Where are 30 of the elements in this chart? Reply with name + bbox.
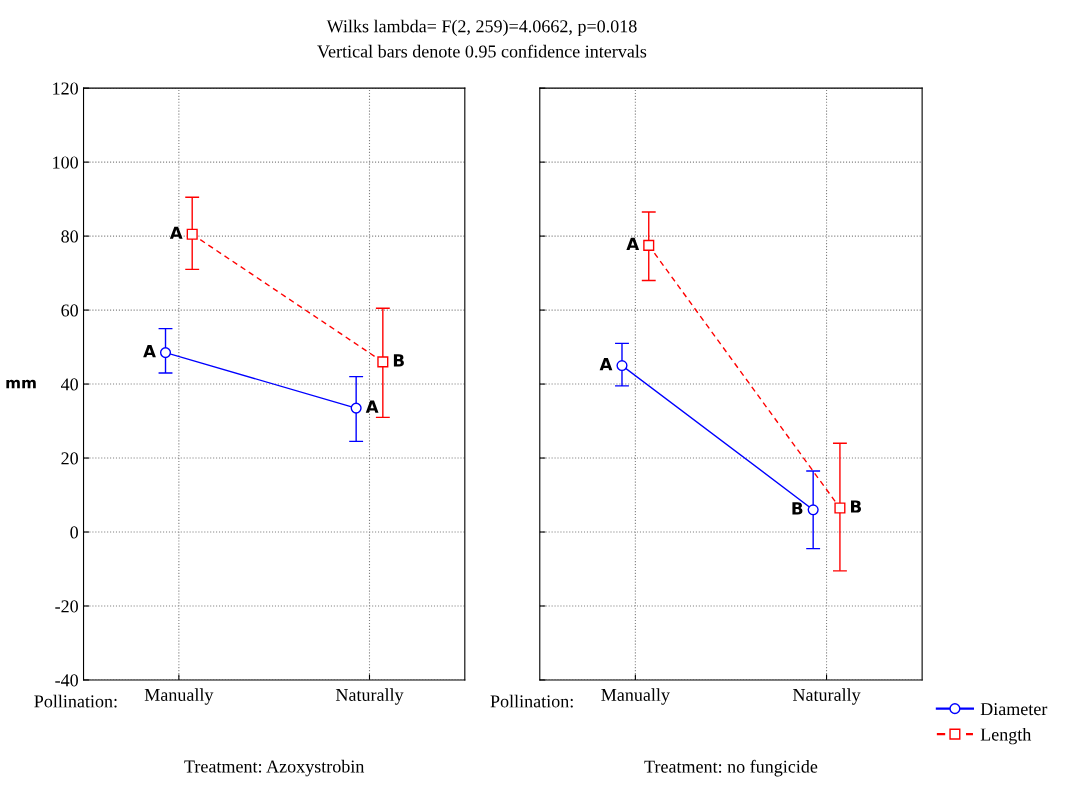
x-tick-label: Manually [601, 688, 670, 705]
legend-label: Length [980, 727, 1032, 745]
data-label: A [365, 400, 379, 413]
chart-subtitle: Vertical bars denote 0.95 confidence intervals [317, 44, 647, 58]
chart-title: Wilks lambda= F(2, 259)=4.0662, p=0.018 [326, 19, 637, 37]
data-label: A [626, 237, 640, 250]
data-label: B [851, 500, 862, 513]
y-tick-label: 20 [61, 452, 78, 465]
x-tick-label: Manually [144, 688, 214, 705]
data-label: B [792, 502, 803, 515]
y-tick-label: 60 [61, 304, 78, 317]
y-tick-label: 40 [60, 378, 78, 391]
y-tick-label: -20 [55, 600, 78, 613]
data-label: A [599, 358, 613, 371]
y-tick-label: 100 [53, 156, 78, 169]
x-axis-title: Pollination: [490, 694, 573, 708]
x-tick-label: Naturally [792, 688, 861, 705]
y-tick-label: 0 [70, 526, 78, 539]
y-axis-title: mm [6, 379, 36, 389]
x-axis-title: Pollination: [34, 694, 117, 708]
text: Treatment: Azoxystrobin [184, 759, 365, 777]
text: Treatment: no fungicide [644, 759, 818, 777]
legend-label: Diameter [980, 703, 1048, 716]
x-tick-label: Naturally [335, 688, 404, 705]
y-tick-label: -40 [55, 674, 78, 687]
data-label: A [143, 345, 156, 358]
data-label: A [169, 226, 183, 239]
y-tick-label: 120 [53, 82, 78, 95]
y-tick-label: 80 [61, 230, 78, 243]
data-label: B [393, 354, 404, 367]
